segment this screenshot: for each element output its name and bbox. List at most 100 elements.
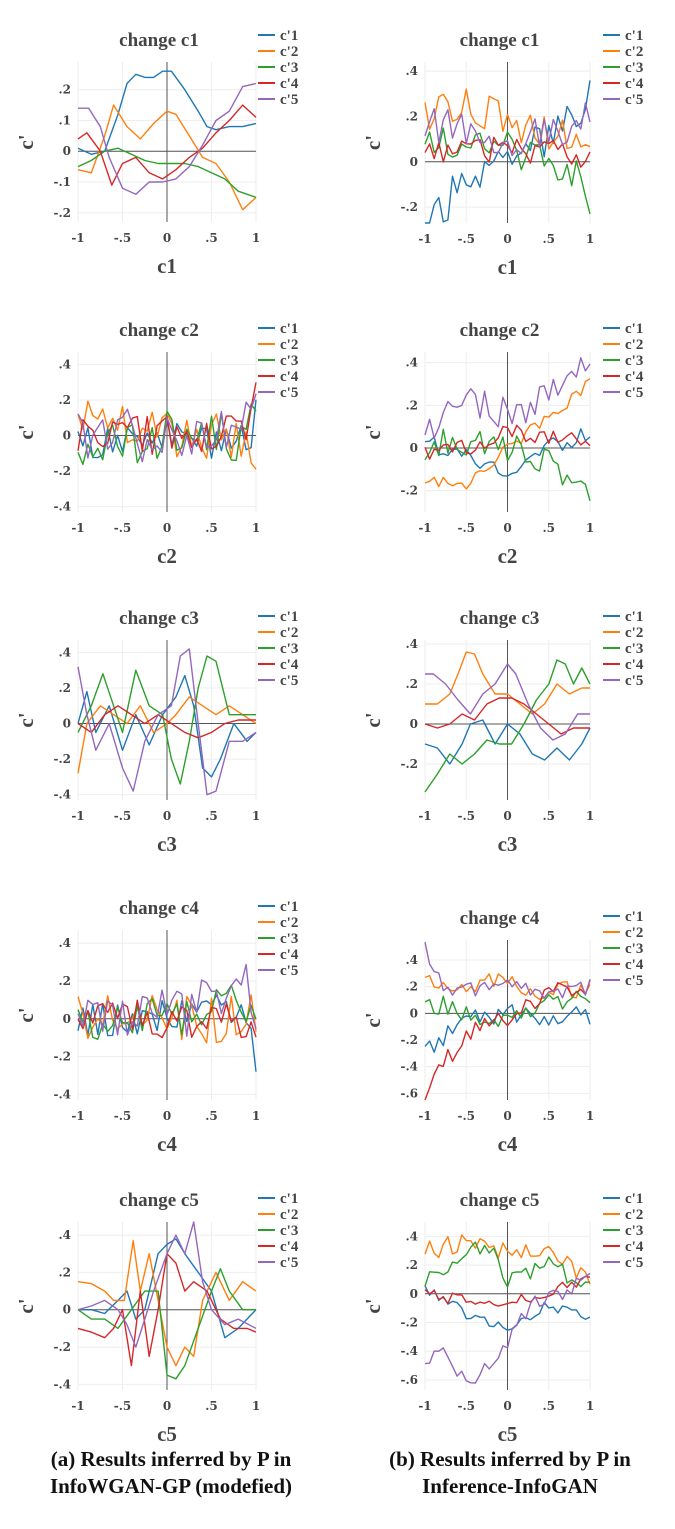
- y-tick-label: 0: [410, 1006, 418, 1020]
- legend-label: c'1: [625, 321, 643, 337]
- y-tick-label: 0: [410, 1287, 418, 1301]
- x-tick-label: 0: [163, 521, 171, 535]
- x-tick-label: .5: [542, 521, 555, 535]
- x-axis-label: c4: [498, 1132, 518, 1156]
- series-line-c1: [425, 80, 591, 224]
- x-tick-label: 0: [163, 1399, 171, 1413]
- legend-label: c'1: [625, 909, 643, 925]
- y-axis-label: c': [361, 424, 385, 439]
- y-axis-label: c': [361, 1298, 385, 1313]
- y-tick-label: 0: [63, 144, 71, 158]
- legend-label: c'1: [280, 28, 298, 44]
- series-line-c2: [424, 973, 591, 1000]
- x-axis-label: c2: [157, 544, 177, 568]
- legend-label: c'5: [625, 1255, 643, 1271]
- x-tick-label: 1: [586, 809, 594, 823]
- chart-title: change c4: [460, 908, 540, 929]
- x-tick-label: .5: [542, 1399, 555, 1413]
- y-tick-label: .2: [58, 1265, 71, 1279]
- y-tick-label: .4: [405, 64, 418, 78]
- series-line-c3: [424, 127, 591, 215]
- y-tick-label: -.4: [400, 1060, 418, 1074]
- chart-title: change c1: [119, 30, 199, 51]
- x-tick-label: 1: [252, 1399, 260, 1413]
- x-tick-label: -1: [418, 232, 431, 246]
- legend-label: c'5: [625, 973, 643, 989]
- series-line-c3: [424, 990, 591, 1028]
- series-line-c4: [424, 424, 591, 460]
- y-tick-label: -.2: [53, 1340, 71, 1354]
- y-tick-label: -.2: [53, 752, 71, 766]
- x-tick-label: 0: [163, 1109, 171, 1123]
- y-tick-label: -.4: [53, 1377, 71, 1391]
- y-tick-label: .2: [405, 109, 418, 123]
- series-line-c2: [424, 88, 591, 150]
- legend-label: c'3: [625, 641, 643, 657]
- x-tick-label: 0: [503, 809, 511, 823]
- legend-label: c'1: [625, 28, 643, 44]
- series-line-c4: [424, 979, 591, 1101]
- y-tick-label: -.2: [53, 1050, 71, 1064]
- legend-label: c'3: [280, 60, 298, 76]
- chart-title: change c5: [460, 1190, 540, 1211]
- x-tick-label: -.5: [114, 809, 132, 823]
- series-line-c1: [424, 1004, 591, 1053]
- x-tick-label: .5: [205, 1109, 218, 1123]
- x-axis-label: c2: [498, 544, 518, 568]
- x-tick-label: -.5: [457, 232, 475, 246]
- legend-label: c'3: [625, 353, 643, 369]
- legend-label: c'4: [625, 369, 644, 385]
- x-tick-label: -.5: [114, 1109, 132, 1123]
- legend-label: c'3: [625, 1223, 643, 1239]
- legend-label: c'2: [280, 1207, 298, 1223]
- legend-label: c'3: [625, 60, 643, 76]
- x-tick-label: 0: [163, 231, 171, 245]
- y-tick-label: 0: [63, 1303, 71, 1317]
- y-tick-label: .4: [58, 645, 71, 659]
- legend-label: c'3: [280, 1223, 298, 1239]
- y-tick-label: .2: [58, 393, 71, 407]
- legend-label: c'4: [280, 76, 299, 92]
- legend-label: c'1: [280, 609, 298, 625]
- legend-label: c'1: [625, 1191, 643, 1207]
- y-tick-label: -.2: [400, 757, 418, 771]
- series-line-c5: [424, 357, 591, 439]
- x-axis-label: c1: [498, 255, 518, 279]
- legend-label: c'4: [280, 369, 299, 385]
- x-tick-label: -.5: [114, 1399, 132, 1413]
- series-line-c4: [77, 382, 257, 455]
- series-line-c5: [424, 1272, 591, 1384]
- chart-title: change c2: [119, 320, 199, 341]
- legend-label: c'1: [280, 321, 298, 337]
- series-line-c2: [425, 651, 590, 715]
- x-tick-label: -1: [71, 521, 84, 535]
- legend-label: c'1: [280, 899, 298, 915]
- x-tick-label: -1: [418, 1109, 431, 1123]
- x-tick-label: 0: [503, 521, 511, 535]
- x-tick-label: -.5: [114, 521, 132, 535]
- x-tick-label: -.5: [114, 231, 132, 245]
- legend-label: c'3: [280, 641, 298, 657]
- y-tick-label: 0: [410, 155, 418, 169]
- legend-label: c'4: [625, 957, 644, 973]
- x-tick-label: .5: [205, 1399, 218, 1413]
- x-tick-label: 1: [586, 1109, 594, 1123]
- y-tick-label: -.6: [400, 1373, 418, 1387]
- series-line-c5: [77, 963, 257, 1037]
- series-line-c3: [424, 1241, 591, 1288]
- series-line-c2: [424, 378, 591, 490]
- y-tick-label: .2: [405, 398, 418, 412]
- x-tick-label: -.5: [457, 521, 475, 535]
- x-axis-label: c3: [498, 832, 518, 856]
- series-line-c3: [77, 984, 257, 1041]
- y-tick-label: 0: [63, 717, 71, 731]
- series-line-c5: [425, 663, 590, 741]
- x-axis-label: c4: [157, 1132, 177, 1156]
